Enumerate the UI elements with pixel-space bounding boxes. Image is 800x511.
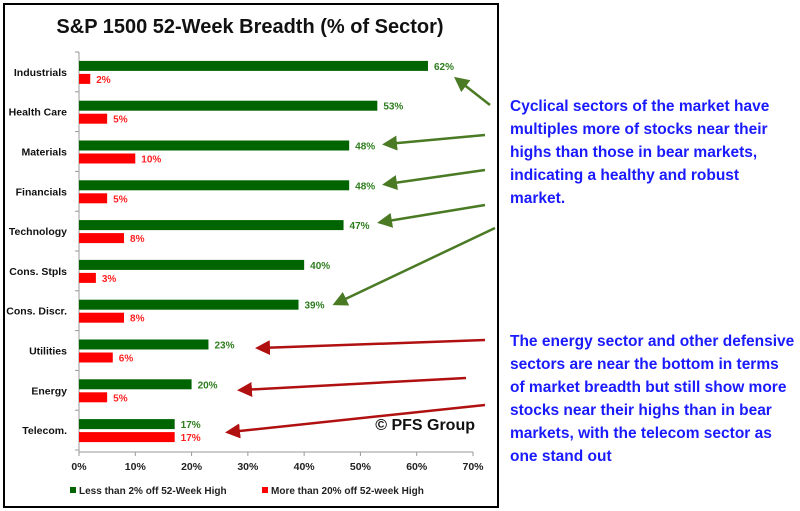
data-label: 47% (350, 221, 370, 232)
x-tick-label: 40% (294, 461, 316, 473)
category-label: Technology (9, 226, 67, 238)
category-label: Financials (16, 186, 68, 198)
green-arrow (332, 226, 496, 306)
category-label: Materials (21, 147, 67, 159)
bar-green (79, 339, 209, 350)
data-label: 3% (102, 274, 117, 285)
bar-red (79, 153, 136, 164)
data-label: 8% (130, 234, 145, 245)
bar-red (79, 113, 108, 124)
red-arrow (237, 376, 467, 397)
bar-red (79, 352, 113, 363)
data-label: 40% (310, 261, 330, 272)
red-arrow (255, 338, 486, 356)
watermark: © PFS Group (375, 417, 475, 434)
x-tick-label: 20% (181, 461, 203, 473)
red-arrow (225, 403, 486, 439)
data-label: 48% (355, 142, 375, 153)
green-arrow (382, 133, 486, 151)
data-label: 23% (214, 341, 234, 352)
data-label: 5% (113, 194, 128, 205)
x-tick-label: 0% (71, 461, 87, 473)
bar-green (79, 60, 428, 71)
bar-green (79, 419, 175, 430)
green-arrow (454, 76, 491, 106)
bar-green (79, 259, 305, 270)
cyclical-annotation: Cyclical sectors of the market have mult… (510, 98, 770, 207)
category-label: Energy (31, 385, 67, 397)
bar-green (79, 299, 299, 310)
x-tick-label: 50% (350, 461, 372, 473)
chart-title: S&P 1500 52-Week Breadth (% of Sector) (56, 16, 443, 38)
x-tick-label: 60% (406, 461, 428, 473)
data-label: 8% (130, 314, 145, 325)
bar-green (79, 100, 378, 111)
bar-red (79, 432, 175, 443)
data-label: 48% (355, 181, 375, 192)
data-label: 6% (119, 354, 134, 365)
bar-red (79, 272, 96, 283)
data-label: 17% (181, 433, 201, 444)
bar-green (79, 140, 350, 151)
legend-swatch (70, 487, 76, 493)
data-label: 39% (305, 301, 325, 312)
data-label: 62% (434, 62, 454, 73)
bar-red (79, 193, 108, 204)
green-arrow (382, 168, 486, 191)
bar-green (79, 220, 344, 231)
data-label: 20% (198, 380, 218, 391)
legend-label: More than 20% off 52-week High (271, 486, 424, 497)
x-tick-label: 10% (125, 461, 147, 473)
category-label: Industrials (14, 67, 67, 79)
category-label: Telecom. (22, 425, 67, 437)
bar-red (79, 392, 108, 403)
category-label: Cons. Stpls (9, 266, 67, 278)
bar-red (79, 233, 125, 244)
data-label: 5% (113, 115, 128, 126)
x-tick-label: 70% (462, 461, 484, 473)
legend-label: Less than 2% off 52-Week High (79, 486, 227, 497)
x-tick-label: 30% (237, 461, 259, 473)
data-label: 17% (181, 420, 201, 431)
data-label: 5% (113, 393, 128, 404)
legend-swatch (262, 487, 268, 493)
bar-red (79, 312, 125, 323)
data-label: 53% (383, 102, 403, 113)
category-label: Cons. Discr. (6, 306, 67, 318)
bar-red (79, 73, 91, 84)
bar-green (79, 379, 192, 390)
energy-annotation: The energy sector and other defensive se… (510, 333, 795, 465)
data-label: 10% (141, 155, 161, 166)
data-label: 2% (96, 75, 111, 86)
category-label: Health Care (9, 107, 68, 119)
category-label: Utilities (29, 346, 67, 358)
green-arrow (377, 203, 486, 228)
bar-green (79, 180, 350, 191)
